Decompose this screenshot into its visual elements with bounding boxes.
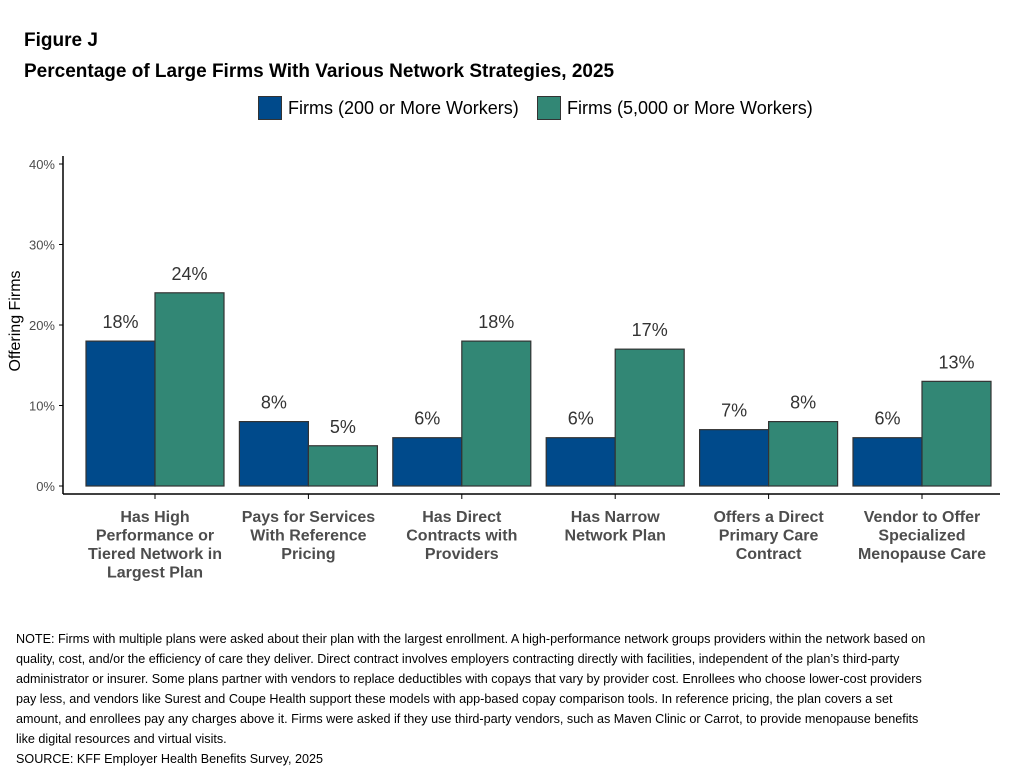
legend-swatch-5000-plus [537, 96, 561, 120]
x-tick-label: Offers a Direct Primary Care Contract [713, 509, 824, 563]
y-tick-label: 10% [29, 399, 55, 414]
data-label: 6% [568, 409, 594, 429]
bar-5000-plus [154, 292, 225, 487]
data-label: 17% [632, 320, 668, 340]
bar-200-plus [85, 340, 156, 487]
data-label: 18% [102, 312, 138, 332]
x-tick-label: Has Direct Contracts with Providers [406, 509, 517, 563]
chart-note: NOTE: Firms with multiple plans were ask… [16, 629, 936, 769]
x-tick-label: Has High Performance or Tiered Network in L… [88, 509, 222, 582]
bar-200-plus [392, 437, 463, 487]
figure-label: Figure J [24, 30, 98, 51]
legend-label-200-plus: Firms (200 or More Workers) [288, 97, 519, 118]
data-label: 8% [790, 393, 816, 413]
bar-5000-plus [767, 421, 839, 487]
y-tick-label: 40% [29, 157, 55, 172]
bar-5000-plus [461, 340, 532, 487]
chart-title: Percentage of Large Firms With Various N… [24, 61, 615, 82]
bar-200-plus [545, 437, 616, 487]
data-label: 8% [261, 393, 287, 413]
data-label: 13% [938, 352, 974, 372]
y-tick-label: 30% [29, 238, 55, 253]
data-label: 5% [330, 417, 356, 437]
y-tick-label: 0% [36, 479, 55, 494]
legend-swatch-200-plus [258, 96, 282, 120]
x-tick-label: Pays for Services With Reference Pricing [242, 509, 376, 563]
data-label: 6% [874, 409, 900, 429]
legend-item-5000-plus: Firms (5,000 or More Workers) [537, 96, 813, 120]
data-label: 7% [721, 401, 747, 421]
chart-legend: Firms (200 or More Workers) Firms (5,000… [0, 96, 1023, 124]
data-label: 18% [478, 312, 514, 332]
note-text: NOTE: Firms with multiple plans were ask… [16, 632, 926, 746]
bar-200-plus [698, 429, 770, 487]
data-label: 6% [414, 409, 440, 429]
bar-200-plus [238, 421, 309, 487]
x-tick-label: Has Narrow Network Plan [565, 509, 666, 545]
bar-5000-plus [921, 380, 992, 487]
bar-5000-plus [307, 445, 378, 487]
bar-5000-plus [614, 348, 685, 487]
bar-chart: 0% 10% 20% 30% 40% Offering Firms 18% 24% Has Hi… [7, 156, 1000, 582]
bar-200-plus [852, 437, 923, 487]
legend-label-5000-plus: Firms (5,000 or More Workers) [567, 97, 813, 118]
y-axis-label: Offering Firms [7, 270, 24, 371]
legend-item-200-plus: Firms (200 or More Workers) [258, 96, 519, 120]
source-text: SOURCE: KFF Employer Health Benefits Sur… [16, 752, 324, 766]
y-tick-label: 20% [29, 318, 55, 333]
x-tick-label: Vendor to Offer Specialized Menopause Care [858, 509, 986, 563]
data-label: 24% [171, 264, 207, 284]
